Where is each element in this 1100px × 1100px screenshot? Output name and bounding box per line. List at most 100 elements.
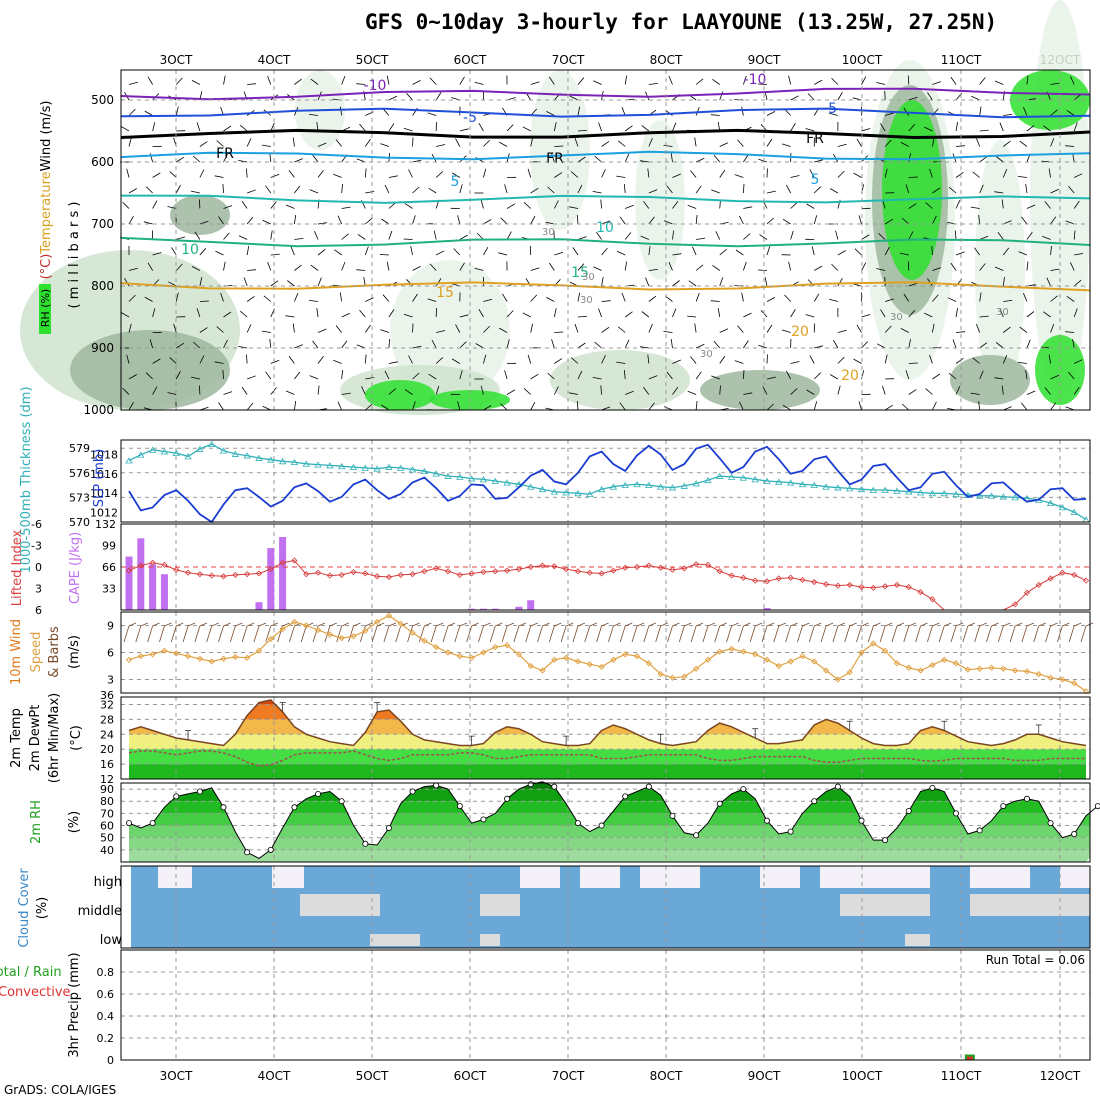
wind-barb (553, 122, 557, 132)
wind-barb (1074, 359, 1083, 364)
wind-barb (829, 188, 839, 194)
wind-barb-flag (270, 622, 278, 627)
wind-barb (641, 311, 650, 318)
thickness-point (822, 483, 830, 490)
wind-barb (474, 267, 484, 271)
wind-frame (120, 611, 1091, 694)
wind-speed-point (551, 656, 558, 663)
wind-barb-flag (341, 622, 349, 627)
li-point (1071, 571, 1078, 578)
grads-credit: GrADS: COLA/IGES (4, 1083, 117, 1097)
wind-barb-10m (560, 625, 567, 643)
wind-barb (854, 248, 862, 256)
wind-barb (833, 340, 839, 349)
li-point (645, 562, 652, 569)
y-tick-label-temp: 32 (100, 698, 114, 711)
wind-barb (435, 385, 440, 395)
li-point (421, 568, 428, 575)
wind-barb-10m (182, 625, 189, 643)
thickness-point (231, 450, 240, 457)
rh-point (551, 783, 558, 790)
wind-barb (766, 376, 776, 380)
wind-barb (459, 184, 463, 194)
wind-barb (648, 402, 655, 411)
wind-barb (506, 231, 512, 240)
wind-barb (436, 330, 446, 333)
cloud-row-label: high (94, 875, 122, 890)
wind-speed-point (574, 658, 582, 665)
wind-barb (1065, 145, 1075, 147)
wind-barb-10m (584, 625, 591, 643)
wind-barb (569, 95, 579, 101)
wind-barb (955, 386, 961, 395)
wind-barb (809, 169, 815, 178)
wind-barb (474, 81, 484, 85)
thickness-point (420, 467, 429, 475)
wind-barb (668, 262, 673, 271)
wind-barb (835, 230, 839, 240)
wind-barb (624, 125, 633, 132)
wind-barb (1019, 140, 1028, 147)
wind-barb-flag (1014, 622, 1023, 627)
wind-barb (577, 316, 587, 318)
wind-speed-point (976, 665, 983, 672)
wind-barb (459, 76, 465, 85)
wind-barb (1044, 387, 1051, 395)
wind-barb-10m (1033, 625, 1040, 643)
wind-speed-point (1059, 676, 1066, 683)
wind-barb (1042, 235, 1051, 240)
li-point (208, 572, 215, 579)
wind-barb (1044, 201, 1051, 209)
temperature-contour (120, 150, 1091, 161)
wind-speed-point (539, 667, 546, 674)
wind-barb (214, 175, 224, 178)
wind-barb (427, 298, 437, 302)
wind-barb (261, 330, 271, 333)
wind-barb (152, 308, 156, 318)
wind-barb-flag (388, 622, 397, 627)
wind-barb (743, 392, 753, 395)
wind-barb (995, 156, 1004, 163)
wind-barb (199, 300, 209, 302)
wind-barb (176, 156, 185, 163)
wind-barb-10m (867, 625, 874, 643)
wind-barb (831, 77, 839, 85)
wind-barb-10m (927, 625, 933, 643)
wind-barb (790, 309, 796, 318)
wind-barb (247, 189, 256, 194)
wind-barb (483, 168, 487, 178)
wind-barb-flag (1038, 622, 1046, 627)
wind-barb (932, 294, 939, 302)
wind-barb (144, 110, 153, 116)
wind-barb (435, 278, 442, 287)
wind-barb (955, 308, 958, 318)
wind-barb (782, 218, 791, 225)
temperature-contour-label: 5 (451, 174, 460, 190)
wind-speed-point (1023, 668, 1031, 675)
wind-barb-10m (962, 625, 969, 643)
wind-barb-flag (1003, 622, 1011, 627)
wind-barb (639, 160, 649, 163)
wind-barb (214, 361, 224, 364)
li-point (917, 589, 924, 596)
wind-barb (267, 75, 272, 85)
wind-barb-flag (530, 622, 538, 627)
wind-speed-point (775, 662, 782, 670)
wind-barb (955, 122, 958, 132)
wind-barb-10m (253, 625, 260, 643)
li-point (338, 571, 345, 578)
wind-barb (908, 153, 911, 163)
wind-barb (616, 250, 626, 256)
wind-barb (269, 152, 272, 163)
li-point (834, 582, 841, 589)
wind-barb (522, 126, 531, 132)
wind-barb (384, 370, 390, 380)
wind-barb-flag (743, 622, 751, 627)
li-point (811, 578, 818, 586)
wind-barb-10m (300, 625, 307, 643)
wind-barb-10m (997, 625, 1004, 643)
y-tick-label-wind: 3 (107, 674, 114, 687)
wind-barb (598, 308, 602, 318)
wind-barb (601, 406, 611, 411)
wind-barb (551, 153, 555, 163)
